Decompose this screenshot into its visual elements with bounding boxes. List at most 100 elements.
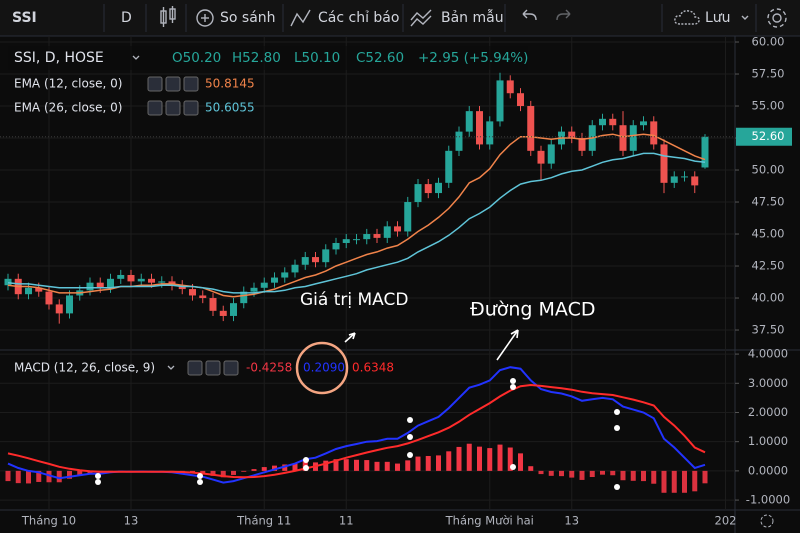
candle-body [455,131,463,151]
indicator-name: MACD (12, 26, close, 9) [14,361,155,375]
histogram-bar [210,470,216,476]
candle-body [496,80,504,122]
candle-body [394,226,401,232]
histogram-bar [559,470,564,477]
annotation: Đường MACD [470,299,596,321]
histogram-bar [343,459,349,471]
histogram-bar [405,460,411,471]
candle-body [55,304,63,314]
redo-icon[interactable] [556,9,571,21]
indicator-button[interactable] [147,100,163,116]
candle-body [506,80,514,94]
histogram-bar [702,470,708,484]
highlight-circle [295,341,349,395]
histogram-bar [548,470,554,476]
indicator-button[interactable] [223,360,239,376]
undo-icon[interactable] [522,9,537,21]
candle-body [578,138,586,151]
candle-body [383,226,391,238]
settings-icon[interactable] [767,8,787,28]
candle-body [137,278,145,282]
axis-settings-icon[interactable] [760,514,774,528]
candle-body [158,281,166,283]
candle-body [4,278,12,286]
ohlc-label: C52.60 [356,50,404,66]
ohlc-label: O50.20 [172,50,221,66]
histogram-bar [497,444,503,471]
histogram-bar [67,470,72,479]
y-tick-label: 45.00 [752,227,785,241]
save-button[interactable]: Lưu [705,10,731,26]
histogram-bar [528,466,534,471]
templates-icon[interactable] [410,9,432,27]
candle-body [199,295,207,299]
histogram-bar [436,455,441,471]
histogram-bar [600,470,605,475]
histogram-bar [241,470,247,472]
histogram-bar [456,446,462,471]
candle-body [465,111,473,132]
candle-body [476,111,483,145]
ohlc-label: L50.10 [294,50,340,66]
indicator-button[interactable] [147,76,163,92]
candle-body [96,282,104,288]
line [7,383,706,479]
indicator-button[interactable] [183,76,199,92]
y-tick-label: 4.0000 [748,347,788,361]
y-tick-label: -1.0000 [746,493,790,507]
histogram-bar [251,469,257,471]
y-tick-label: 2.0000 [748,405,788,419]
histogram-bar [333,459,339,471]
candle-body [148,278,155,283]
chart-style-icon[interactable] [160,6,176,27]
line [7,152,706,294]
interval[interactable]: D [121,10,132,26]
compare-icon[interactable] [196,9,214,27]
save-menu-icon[interactable] [741,15,749,20]
histogram-bar [671,470,677,493]
candle-body [117,274,125,279]
candle-body [291,264,299,273]
indicator-value: -0.4258 [246,361,292,375]
cloud-icon[interactable] [674,10,700,25]
y-tick-label: 55.00 [752,99,785,113]
candle-body [445,150,453,183]
arrow [496,329,519,361]
histogram-bar [579,470,585,480]
histogram-bar [364,460,370,471]
candle-body [527,106,535,151]
candle-body [414,184,422,203]
candle-body [650,121,658,145]
indicators-icon[interactable] [290,9,311,27]
candle-body [568,131,576,139]
candle-body [691,176,699,186]
histogram-bar [220,470,226,478]
indicator-button[interactable] [183,100,199,116]
histogram-bar [354,459,359,471]
candle-body [127,274,135,282]
histogram-bar [272,465,277,471]
candle-body [86,282,94,291]
arrow [344,332,356,343]
templates-button[interactable]: Bản mẫu [441,9,504,26]
legend-bg [8,46,528,70]
indicator-button[interactable] [205,360,221,376]
histogram-bar [36,470,42,482]
candle-body [322,249,330,263]
histogram-bar [610,470,616,476]
symbol[interactable]: SSI [12,10,37,26]
toolbar-bg [0,0,800,36]
compare-button[interactable]: So sánh [220,10,276,26]
y-tick-label: 40.00 [752,291,785,305]
indicator-button[interactable] [165,76,181,92]
indicator-button[interactable] [165,100,181,116]
indicators-button[interactable]: Các chỉ báo [318,10,399,26]
histogram-bar [466,443,472,471]
candle-body [363,234,371,240]
indicator-button[interactable] [187,360,203,376]
x-tick-label: 202 [715,514,737,528]
candle-body [640,121,647,126]
histogram-bar [446,451,452,471]
histogram-bar [384,461,390,471]
